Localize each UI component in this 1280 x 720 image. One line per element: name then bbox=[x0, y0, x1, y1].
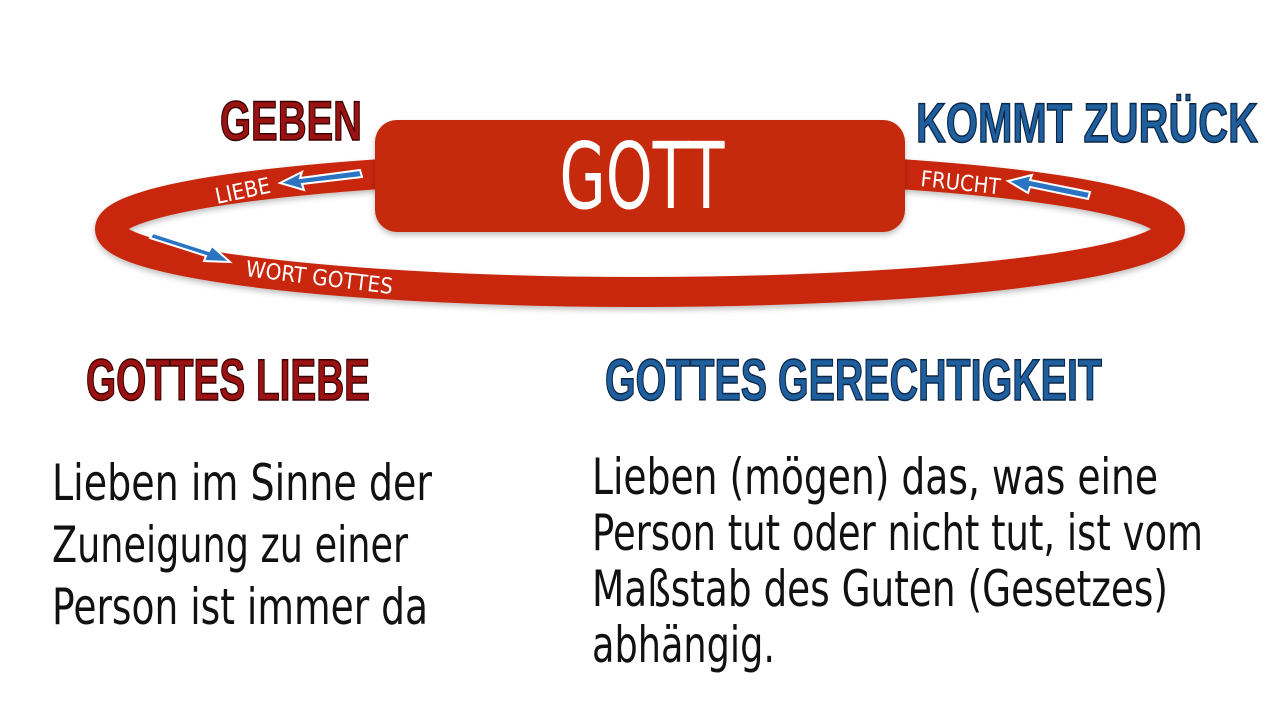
arrow-right-icon bbox=[148, 231, 233, 264]
right-column: GOTTES GERECHTIGKEIT Lieben (mögen) das,… bbox=[592, 347, 1203, 674]
center-box bbox=[375, 120, 905, 232]
center-label: GOTT bbox=[560, 123, 726, 230]
right-line: Maßstab des Guten (Gesetzes) bbox=[592, 560, 1168, 618]
left-line: Lieben im Sinne der bbox=[52, 454, 432, 512]
return-label: KOMMT ZURÜCK bbox=[916, 91, 1258, 154]
right-line: Person tut oder nicht tut, ist vom bbox=[592, 504, 1203, 562]
arrow-left-icon bbox=[277, 168, 364, 192]
right-line: Lieben (mögen) das, was eine bbox=[592, 448, 1158, 506]
left-column: GOTTES LIEBE Lieben im Sinne der Zuneigu… bbox=[52, 347, 432, 636]
cycle-diagram: GOTT GEBEN KOMMT ZURÜCK LIEBE FRUCHT WOR… bbox=[95, 88, 1259, 307]
arrow-left-icon bbox=[1005, 173, 1092, 201]
left-line: Zuneigung zu einer bbox=[52, 516, 408, 574]
left-line: Person ist immer da bbox=[52, 578, 428, 636]
right-line: abhängig. bbox=[592, 616, 775, 674]
give-label: GEBEN bbox=[220, 89, 362, 152]
right-title: GOTTES GERECHTIGKEIT bbox=[605, 348, 1102, 413]
left-title: GOTTES LIEBE bbox=[86, 348, 370, 413]
